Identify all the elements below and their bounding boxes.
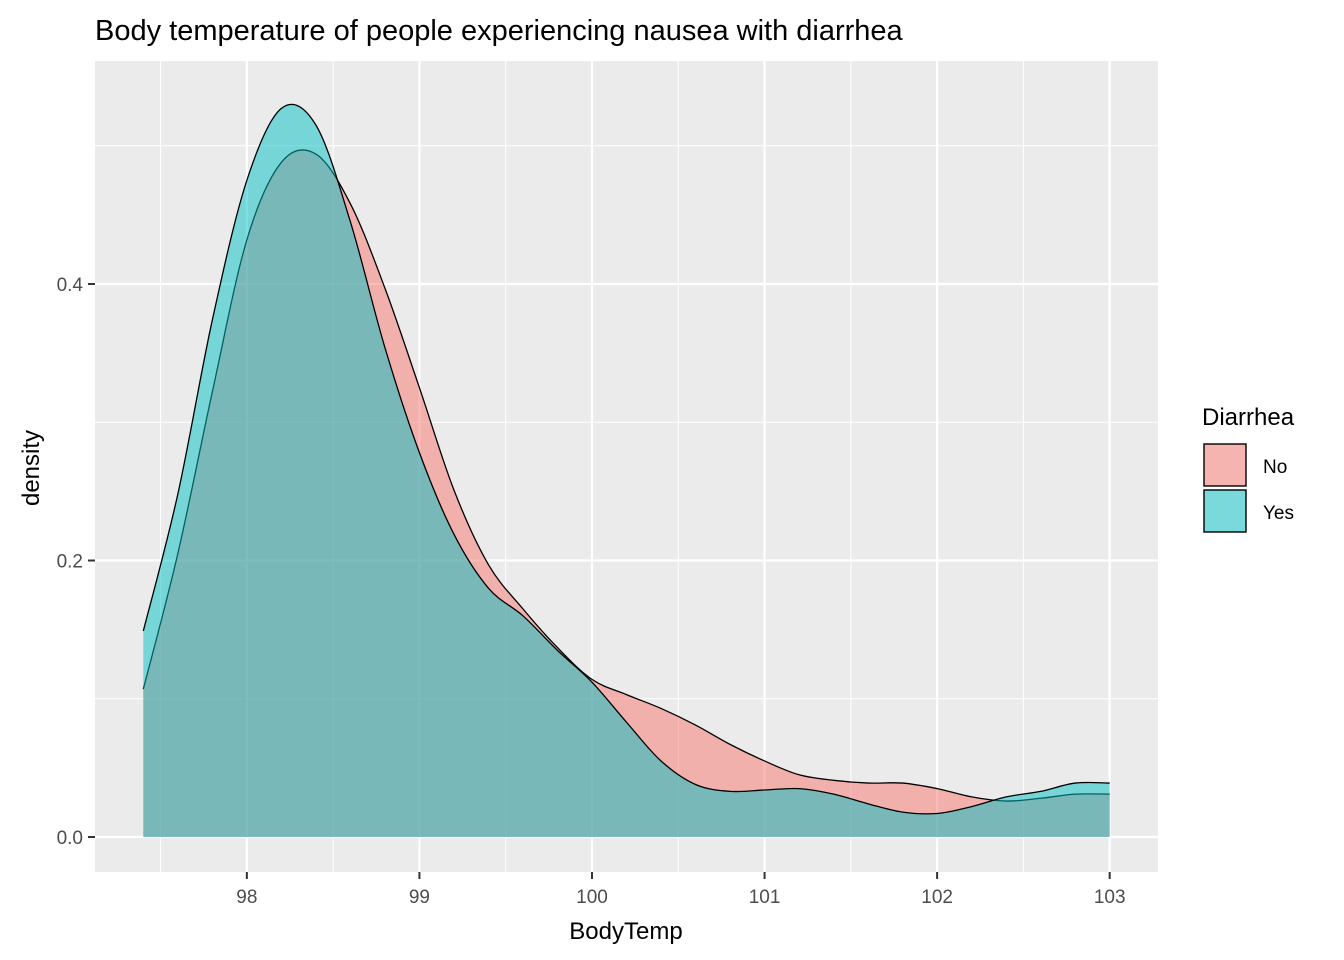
y-axis-title: density <box>18 430 45 506</box>
legend-label-yes: Yes <box>1263 503 1294 524</box>
x-axis-title: BodyTemp <box>569 918 682 945</box>
density-area-yes <box>143 104 1110 837</box>
legend: Diarrhea No Yes <box>1202 404 1295 533</box>
y-tick-label: 0.2 <box>57 552 83 573</box>
legend-key-no <box>1203 443 1247 487</box>
chart-title: Body temperature of people experiencing … <box>95 15 904 47</box>
x-tick-label: 98 <box>236 887 257 908</box>
density-line-yes <box>142 103 1110 815</box>
y-axis: 0.0 0.2 0.4 <box>57 275 95 849</box>
legend-label-no: No <box>1263 457 1287 478</box>
y-tick-label: 0.0 <box>57 828 83 849</box>
legend-title: Diarrhea <box>1202 404 1295 431</box>
density-areas <box>142 103 1110 838</box>
legend-key-yes <box>1203 489 1247 533</box>
x-axis: 98 99 100 101 102 103 <box>236 872 1126 908</box>
x-tick-label: 101 <box>749 887 781 908</box>
x-tick-label: 103 <box>1094 887 1126 908</box>
legend-items: No Yes <box>1203 443 1294 533</box>
y-tick-label: 0.4 <box>57 275 84 296</box>
x-tick-label: 99 <box>409 887 430 908</box>
x-tick-label: 100 <box>576 887 608 908</box>
x-tick-label: 102 <box>921 887 953 908</box>
